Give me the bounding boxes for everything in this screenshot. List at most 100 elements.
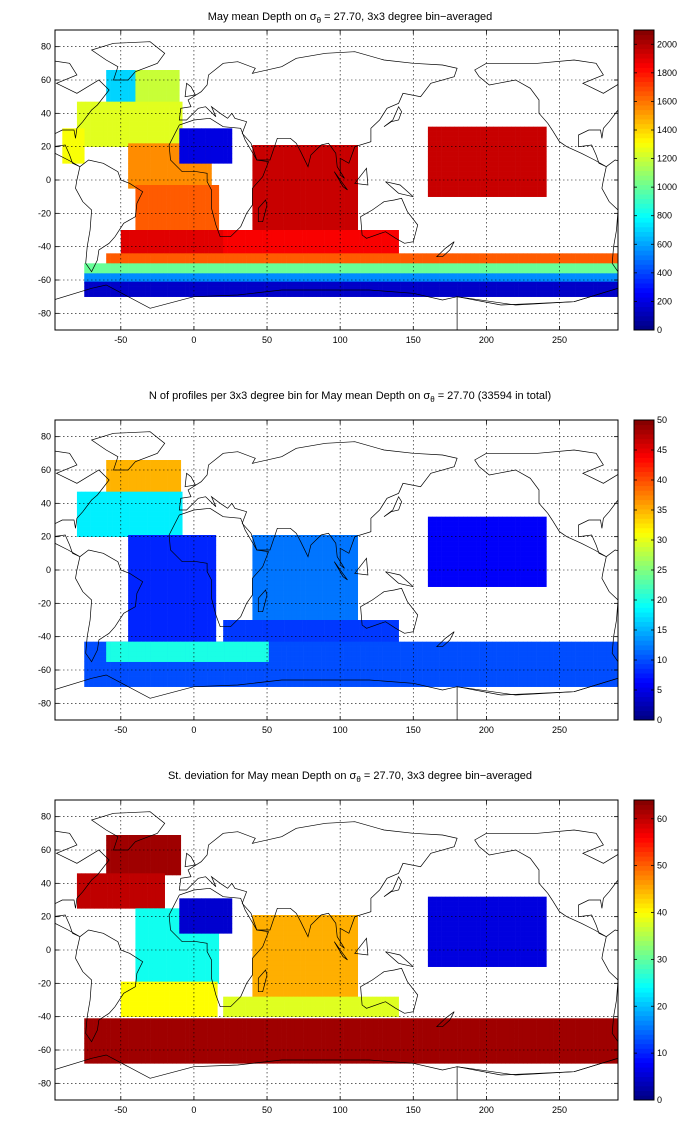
heatmap-cell [348, 585, 354, 591]
heatmap-cell [154, 635, 160, 641]
heatmap-cell [558, 268, 563, 274]
heatmap-cell [151, 526, 157, 532]
heatmap-cell [205, 195, 211, 201]
heatmap-cell [435, 281, 440, 287]
heatmap-cell [566, 273, 572, 279]
heatmap-cell [312, 281, 318, 287]
heatmap-cell [303, 676, 309, 682]
heatmap-cell [237, 268, 243, 274]
heatmap-cell [201, 210, 206, 216]
heatmap-cell [211, 580, 217, 586]
heatmap-cell [154, 590, 160, 596]
heatmap-cell [496, 278, 502, 284]
heatmap-cell [148, 190, 154, 196]
heatmap-cell [372, 230, 378, 236]
heatmap-cell [174, 85, 180, 91]
heatmap-cell [150, 540, 155, 546]
heatmap-cell [277, 671, 282, 677]
heatmap-cell [138, 106, 144, 112]
heatmap-cell [71, 138, 76, 144]
heatmap-cell [158, 470, 164, 476]
heatmap-cell [150, 575, 155, 581]
heatmap-cell [256, 570, 262, 576]
heatmap-cell [205, 138, 211, 144]
heatmap-cell [305, 600, 310, 606]
heatmap-cell [443, 263, 449, 269]
heatmap-cell [185, 661, 190, 667]
heatmap-cell [382, 263, 388, 269]
heatmap-cell [268, 646, 274, 652]
heatmap-cell [278, 590, 284, 596]
heatmap-cell [286, 278, 291, 284]
heatmap-cell [281, 291, 287, 297]
heatmap-cell [277, 253, 282, 259]
heatmap-cell [325, 666, 331, 672]
heatmap-cell [160, 250, 165, 256]
heatmap-cell [132, 681, 138, 687]
heatmap-cell [305, 585, 310, 591]
heatmap-cell [467, 141, 473, 147]
heatmap-cell [492, 291, 497, 297]
heatmap-cell [171, 465, 177, 471]
heatmap-cell [281, 641, 287, 647]
heatmap-cell [283, 605, 288, 611]
heatmap-cell [462, 131, 468, 137]
heatmap-cell [533, 176, 538, 182]
heatmap-cell [123, 268, 129, 274]
heatmap-cell [171, 560, 177, 566]
heatmap-cell [150, 263, 155, 269]
heatmap-cell [158, 158, 164, 164]
heatmap-cell [427, 186, 433, 192]
heatmap-cell [318, 155, 323, 161]
heatmap-cell [255, 258, 261, 264]
heatmap-cell [158, 291, 164, 297]
heatmap-cell [408, 281, 414, 287]
heatmap-cell [62, 143, 67, 149]
heatmap-cell [189, 281, 195, 287]
heatmap-cell [449, 191, 455, 197]
heatmap-cell [439, 258, 445, 264]
heatmap-cell [224, 263, 230, 269]
heatmap-cell [138, 250, 144, 256]
heatmap-cell [79, 133, 85, 139]
heatmap-cell [114, 465, 120, 471]
heatmap-cell [363, 240, 369, 246]
heatmap-cell [262, 230, 268, 236]
heatmap-cell [281, 286, 287, 292]
heatmap-cell [272, 278, 278, 284]
heatmap-cell [237, 263, 243, 269]
heatmap-cell [313, 180, 319, 186]
heatmap-cell [145, 263, 151, 269]
heatmap-cell [128, 148, 133, 154]
heatmap-cell [305, 165, 310, 171]
heatmap-cell [120, 106, 126, 112]
heatmap-cell [193, 273, 199, 279]
heatmap-cell [177, 106, 183, 112]
heatmap-cell [256, 535, 262, 541]
heatmap-cell [389, 630, 395, 636]
heatmap-cell [158, 281, 164, 287]
heatmap-cell [536, 268, 541, 274]
heatmap-cell [256, 215, 262, 221]
heatmap-cell [322, 545, 328, 551]
heatmap-cell [291, 165, 297, 171]
heatmap-cell [189, 661, 195, 667]
heatmap-cell [204, 245, 209, 251]
heatmap-cell [75, 153, 81, 159]
heatmap-cell [170, 200, 176, 206]
heatmap-cell [597, 281, 603, 287]
heatmap-cell [128, 168, 133, 174]
heatmap-cell [136, 580, 142, 586]
heatmap-cell [454, 161, 459, 167]
heatmap-cell [350, 630, 356, 636]
heatmap-cell [347, 671, 353, 677]
heatmap-cell [171, 666, 177, 672]
heatmap-cell [291, 555, 297, 561]
heatmap-cell [309, 215, 315, 221]
heatmap-cell [147, 101, 152, 107]
heatmap-cell [112, 526, 117, 532]
heatmap-cell [515, 156, 521, 162]
heatmap-cell [163, 620, 168, 626]
heatmap-cell [454, 146, 459, 152]
heatmap-cell [286, 676, 291, 682]
